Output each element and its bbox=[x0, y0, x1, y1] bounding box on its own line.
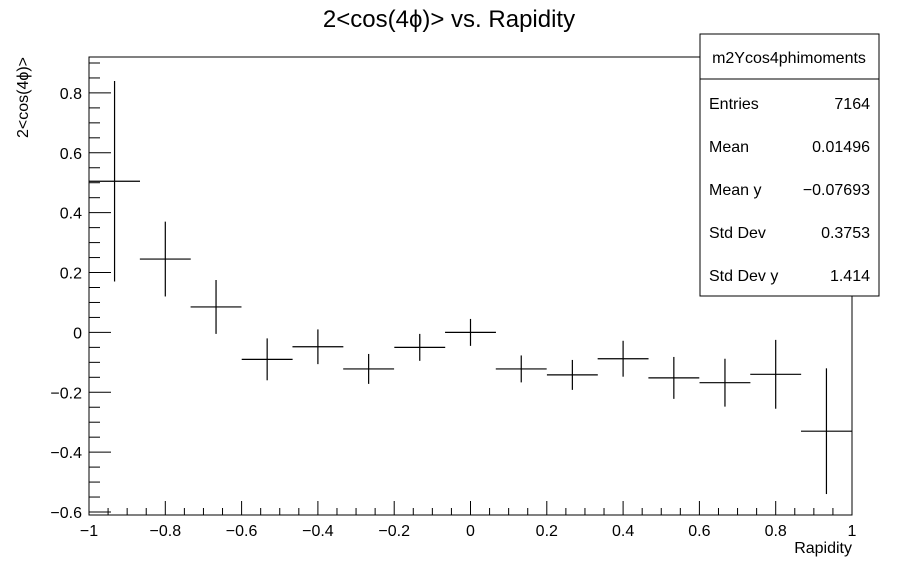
data-point bbox=[648, 356, 700, 399]
stats-row-value: 1.414 bbox=[830, 268, 870, 285]
x-axis-label: Rapidity bbox=[794, 540, 852, 557]
y-tick-label: 0 bbox=[73, 325, 82, 342]
x-tick-label: −1 bbox=[80, 523, 98, 540]
data-points bbox=[89, 80, 852, 495]
data-point bbox=[394, 333, 446, 361]
data-point bbox=[699, 358, 751, 407]
stats-rows: Entries 7164 Mean 0.01496 Mean y −0.07693 Std … bbox=[709, 96, 870, 285]
stats-box: m2Ycos4phimoments Entries 7164 Mean 0.01496… bbox=[699, 33, 880, 297]
x-tick-label: 0.8 bbox=[765, 523, 787, 540]
y-tick-label: 0.2 bbox=[60, 266, 82, 283]
x-tick-label: 0 bbox=[466, 523, 475, 540]
data-point bbox=[495, 355, 547, 383]
x-tick-label: 0.2 bbox=[536, 523, 558, 540]
stats-row-value: 0.3753 bbox=[821, 225, 870, 242]
y-tick-label: 0.6 bbox=[60, 146, 82, 163]
data-point bbox=[445, 318, 496, 346]
stats-row-label: Entries bbox=[709, 96, 759, 113]
data-point bbox=[750, 339, 802, 409]
x-tick-label: −0.4 bbox=[302, 523, 334, 540]
stats-row-value: 7164 bbox=[834, 96, 870, 113]
y-tick-label: −0.4 bbox=[50, 445, 82, 462]
x-tick-label: −0.2 bbox=[378, 523, 410, 540]
data-point bbox=[343, 353, 395, 384]
stats-box-frame bbox=[699, 33, 880, 297]
y-axis-tick-labels: −0.6 −0.4 −0.2 0 0.2 0.4 0.6 0.8 bbox=[50, 86, 82, 522]
y-tick-label: −0.6 bbox=[50, 505, 82, 522]
data-point bbox=[292, 329, 344, 365]
x-tick-label: −0.6 bbox=[226, 523, 258, 540]
stats-row-label: Mean y bbox=[709, 182, 761, 199]
y-tick-label: 0.8 bbox=[60, 86, 82, 103]
stats-row-label: Std Dev bbox=[709, 225, 766, 242]
x-tick-label: 0.6 bbox=[688, 523, 710, 540]
chart-title: 2<cos(4ϕ)> vs. Rapidity bbox=[323, 6, 575, 33]
x-tick-label: 1 bbox=[848, 523, 857, 540]
data-point bbox=[190, 280, 242, 334]
stats-row-label: Std Dev y bbox=[709, 268, 778, 285]
y-axis-label: 2<cos(4ϕ)> bbox=[15, 57, 32, 138]
y-axis-ticks bbox=[89, 62, 111, 513]
stats-box-title: m2Ycos4phimoments bbox=[712, 50, 866, 67]
x-axis-ticks bbox=[88, 501, 853, 515]
stats-row-value: 0.01496 bbox=[812, 139, 870, 156]
y-tick-label: −0.2 bbox=[50, 385, 82, 402]
y-tick-label: 0.4 bbox=[60, 206, 82, 223]
data-point bbox=[139, 221, 191, 297]
stats-row-value: −0.07693 bbox=[803, 182, 870, 199]
x-axis-tick-labels: −1 −0.8 −0.6 −0.4 −0.2 0 0.2 0.4 0.6 0.8 1 bbox=[80, 523, 857, 540]
data-point bbox=[546, 359, 598, 390]
data-point bbox=[597, 340, 649, 377]
stats-row-label: Mean bbox=[709, 139, 749, 156]
data-point bbox=[241, 338, 293, 381]
x-tick-label: −0.8 bbox=[150, 523, 182, 540]
data-point bbox=[800, 368, 852, 495]
data-point bbox=[89, 80, 141, 282]
x-tick-label: 0.4 bbox=[612, 523, 634, 540]
